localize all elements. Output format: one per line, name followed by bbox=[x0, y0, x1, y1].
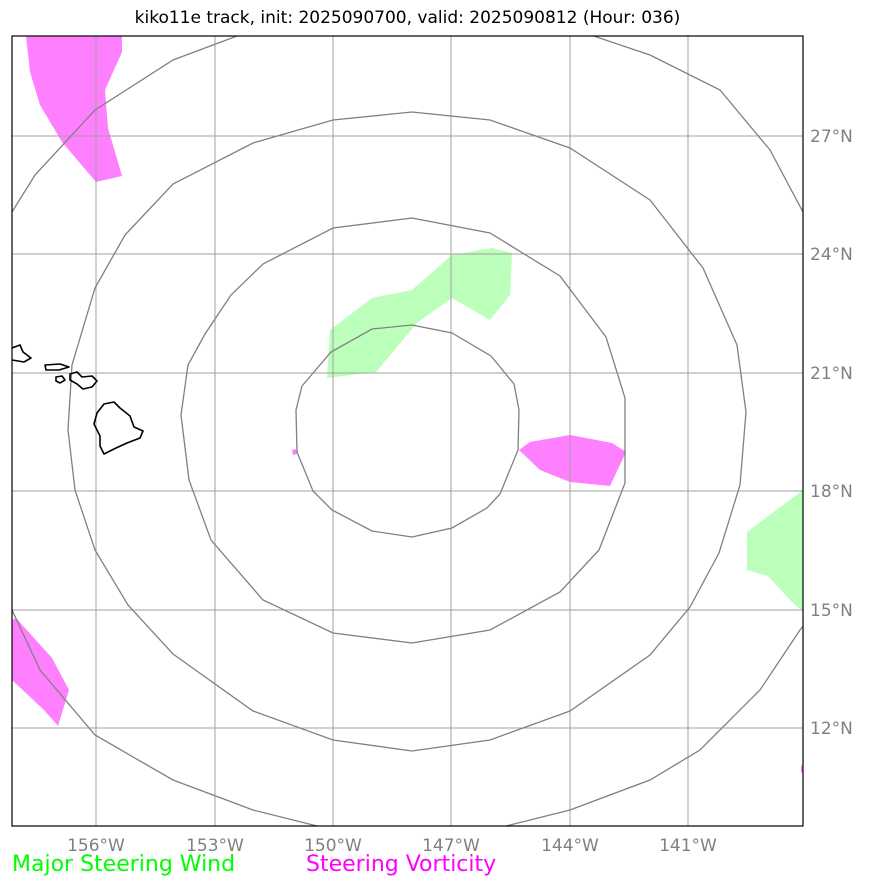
legend-steering-vorticity: Steering Vorticity bbox=[306, 852, 497, 877]
island-molokai bbox=[44, 363, 70, 371]
lon-label-156w: 156°W bbox=[67, 836, 125, 856]
plot-frame bbox=[11, 35, 804, 827]
steering-vorticity-speck-center bbox=[292, 449, 297, 455]
lon-label-150w: 150°W bbox=[304, 836, 362, 856]
range-ring-3 bbox=[67, 111, 747, 752]
lat-label-15n: 15°N bbox=[810, 601, 853, 621]
longitude-labels: 156°W 153°W 150°W 147°W 144°W 141°W bbox=[67, 836, 717, 856]
island-lanai bbox=[55, 375, 66, 384]
lon-label-141w: 141°W bbox=[659, 836, 717, 856]
range-rings bbox=[12, 36, 803, 826]
lat-label-21n: 21°N bbox=[810, 364, 853, 384]
hawaii-coastline bbox=[12, 344, 144, 455]
lat-label-27n: 27°N bbox=[810, 127, 853, 147]
lon-label-144w: 144°W bbox=[541, 836, 599, 856]
lat-label-24n: 24°N bbox=[810, 245, 853, 265]
island-maui bbox=[69, 371, 98, 390]
graticule bbox=[12, 36, 803, 826]
lat-label-12n: 12°N bbox=[810, 719, 853, 739]
steering-vorticity-area-east bbox=[519, 435, 626, 486]
steering-wind-area-center bbox=[327, 248, 512, 378]
map-plot-area bbox=[12, 36, 803, 826]
latitude-labels: 27°N 24°N 21°N 18°N 15°N 12°N bbox=[810, 127, 853, 739]
island-kauai-oahu bbox=[12, 344, 32, 363]
island-big-island bbox=[93, 401, 144, 455]
map-title: kiko11e track, init: 2025090700, valid: … bbox=[134, 8, 681, 28]
steering-vorticity-area-southwest bbox=[12, 618, 69, 726]
lon-label-153w: 153°W bbox=[186, 836, 244, 856]
steering-vorticity-area-northwest bbox=[26, 36, 122, 182]
legend-steering-wind: Major Steering Wind bbox=[12, 852, 236, 877]
range-ring-1 bbox=[295, 324, 520, 538]
range-ring-2 bbox=[180, 217, 626, 644]
steering-wind-area-east bbox=[747, 490, 803, 612]
lat-label-18n: 18°N bbox=[810, 482, 853, 502]
range-ring-4 bbox=[12, 36, 803, 826]
lon-label-147w: 147°W bbox=[422, 836, 480, 856]
